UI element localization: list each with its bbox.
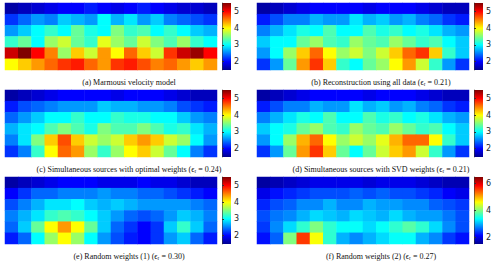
svg-text:3: 3 <box>234 214 239 223</box>
svg-text:(a) Marmousi velocity model: (a) Marmousi velocity model <box>82 78 176 87</box>
svg-text:3: 3 <box>486 40 491 49</box>
svg-text:3: 3 <box>234 127 239 136</box>
svg-text:2: 2 <box>234 231 239 240</box>
svg-text:2: 2 <box>486 233 491 242</box>
svg-text:(c) Simultaneous sources with: (c) Simultaneous sources with optimal we… <box>37 165 222 174</box>
svg-text:2: 2 <box>234 144 239 153</box>
svg-text:2: 2 <box>234 57 239 66</box>
svg-text:4: 4 <box>486 111 491 120</box>
svg-text:2: 2 <box>486 57 491 66</box>
svg-text:3: 3 <box>234 40 239 49</box>
svg-text:4: 4 <box>234 24 239 33</box>
svg-text:5: 5 <box>486 94 491 103</box>
svg-text:4: 4 <box>234 111 239 120</box>
svg-text:(f) Random weights (2) (ϵᵣ = 0: (f) Random weights (2) (ϵᵣ = 0.27) <box>326 252 437 261</box>
svg-text:5: 5 <box>234 94 239 103</box>
svg-text:5: 5 <box>234 181 239 190</box>
svg-text:4: 4 <box>486 24 491 33</box>
svg-text:3: 3 <box>486 127 491 136</box>
svg-text:5: 5 <box>486 7 491 16</box>
svg-text:4: 4 <box>486 206 491 215</box>
svg-text:6: 6 <box>486 179 491 188</box>
svg-text:(e) Random weights (1) (ϵᵣ = 0: (e) Random weights (1) (ϵᵣ = 0.30) <box>73 252 184 261</box>
svg-text:4: 4 <box>234 198 239 207</box>
svg-text:5: 5 <box>234 7 239 16</box>
svg-text:2: 2 <box>486 144 491 153</box>
svg-text:(d) Simultaneous sources with: (d) Simultaneous sources with SVD weight… <box>293 165 470 174</box>
svg-text:(b) Reconstruction using all d: (b) Reconstruction using all data (ϵᵣ = … <box>311 78 451 87</box>
